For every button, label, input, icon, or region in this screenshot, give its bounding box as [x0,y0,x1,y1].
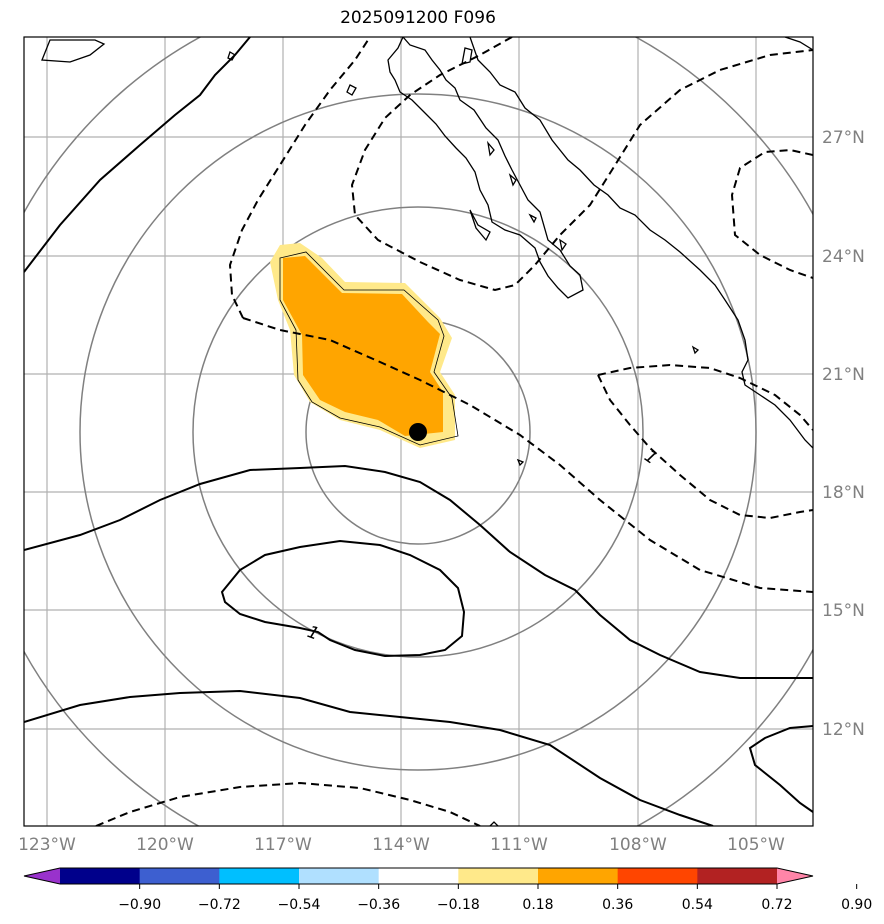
colorbar-segment [219,868,300,884]
colorbar-segment [458,868,539,884]
lat-label-21n: 21°N [822,365,865,385]
lon-label-114w: 114°W [372,835,430,855]
lat-label-27n: 27°N [822,128,865,148]
colorbar-tick-label: 0.36 [602,897,633,913]
map-frame [23,36,814,827]
colorbar: −0.90 −0.72 −0.54 −0.36 −0.18 0.18 0.36 0.54 0.7… [23,867,872,913]
lat-label-24n: 24°N [822,247,865,267]
colorbar-tick-label: 0.90 [841,897,872,913]
colorbar-segment [139,868,220,884]
lon-label-120w: 120°W [136,835,194,855]
solid-contours [24,37,813,826]
field-outline [279,251,459,446]
lat-label-18n: 18°N [822,483,865,503]
lat-labels: 27°N 24°N 21°N 18°N 15°N 12°N [822,128,865,740]
coastline [41,37,813,826]
colorbar-tick-label: −0.18 [437,897,480,913]
contour-label-dashed: 1 [640,446,660,469]
shaded-field-high [283,256,443,436]
colorbar-tick-label: −0.72 [198,897,241,913]
lon-labels: 123°W 120°W 117°W 114°W 111°W 108°W 105°… [18,835,785,855]
colorbar-extend-low [24,868,60,884]
colorbar-segment [617,868,698,884]
colorbar-extend-high [777,868,813,884]
storm-center-marker [409,423,427,441]
lon-label-108w: 108°W [609,835,667,855]
lon-label-111w: 111°W [490,835,548,855]
colorbar-tick-label: 0.72 [761,897,792,913]
lon-label-123w: 123°W [18,835,76,855]
colorbar-tick-label: −0.36 [357,897,400,913]
lat-label-15n: 15°N [822,601,865,621]
colorbar-tick-label: 0.18 [522,897,553,913]
dashed-contours [95,37,813,826]
colorbar-segment [60,868,141,884]
colorbar-tick-label: −0.90 [118,897,161,913]
colorbar-segment [697,868,778,884]
colorbar-tick-label: −0.54 [278,897,321,913]
lon-label-117w: 117°W [254,835,312,855]
map-title: 2025091200 F096 [340,8,496,28]
colorbar-segment [538,868,619,884]
colorbar-tick-label: 0.54 [682,897,713,913]
lon-label-105w: 105°W [727,835,785,855]
map-area: 1 1 [24,37,813,826]
colorbar-segment [378,868,459,884]
colorbar-outline [23,867,814,885]
lat-label-12n: 12°N [822,720,865,740]
colorbar-segment [299,868,380,884]
